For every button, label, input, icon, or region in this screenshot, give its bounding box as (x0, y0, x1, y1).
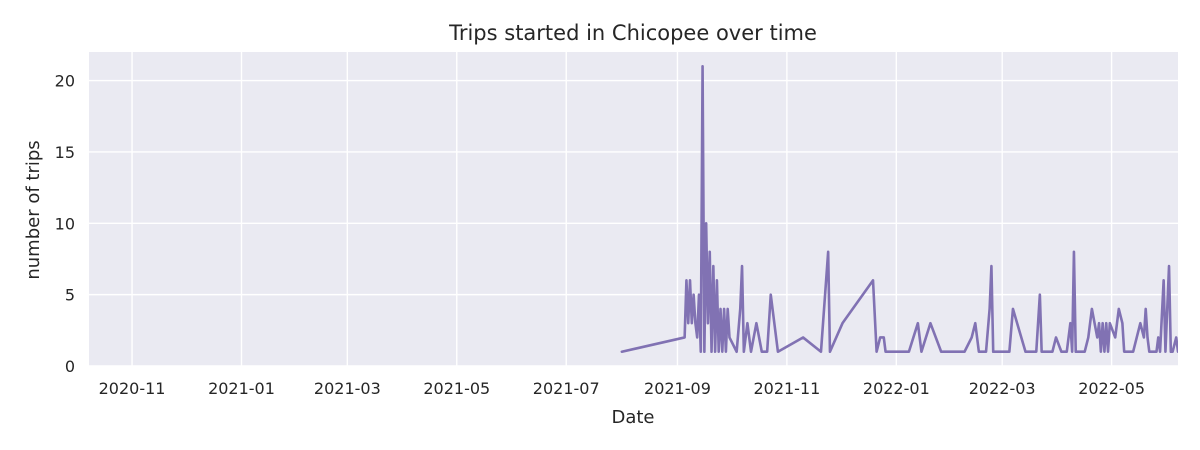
x-tick-label: 2021-01 (208, 379, 275, 398)
x-tick-label: 2022-03 (969, 379, 1036, 398)
plot-area (89, 52, 1178, 366)
grid-lines (89, 52, 1178, 367)
y-tick-label: 10 (55, 214, 75, 233)
x-tick-label: 2021-09 (644, 379, 711, 398)
series-line (620, 64, 1178, 354)
y-tick-label: 0 (65, 357, 75, 376)
y-tick-label: 15 (55, 143, 75, 162)
x-tick-label: 2021-05 (423, 379, 490, 398)
x-tick-label: 2021-03 (314, 379, 381, 398)
x-tick-label: 2021-07 (533, 379, 600, 398)
y-tick-label: 20 (55, 72, 75, 91)
x-tick-label: 2021-11 (753, 379, 820, 398)
chart-title: Trips started in Chicopee over time (448, 21, 817, 45)
y-tick-labels: 0 5 10 15 20 (55, 72, 75, 376)
x-axis-label: Date (611, 407, 654, 428)
y-tick-label: 5 (65, 286, 75, 305)
series-layer (620, 64, 1178, 354)
x-tick-labels: 2020-11 2021-01 2021-03 2021-05 2021-07 2021-… (99, 379, 1145, 398)
x-tick-label: 2022-05 (1078, 379, 1145, 398)
x-tick-label: 2022-01 (863, 379, 930, 398)
x-tick-label: 2020-11 (99, 379, 166, 398)
y-axis-label: number of trips (23, 140, 44, 279)
